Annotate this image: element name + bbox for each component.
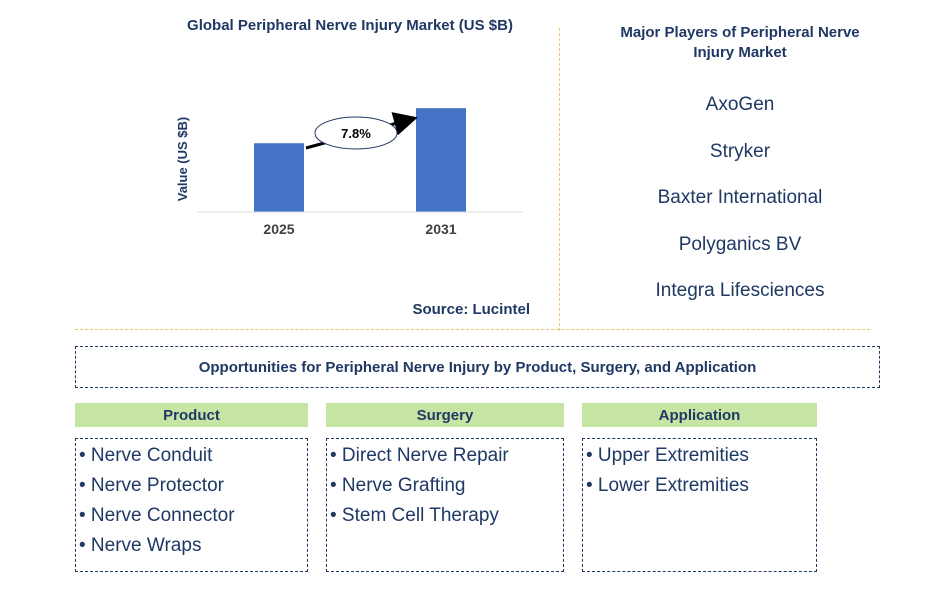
list-item: • Nerve Wraps xyxy=(79,535,202,556)
bar-2031 xyxy=(416,108,466,212)
segment-list-application: • Upper Extremities • Lower Extremities xyxy=(582,438,817,572)
list-item: • Nerve Protector xyxy=(79,475,224,496)
opportunities-title: Opportunities for Peripheral Nerve Injur… xyxy=(75,346,880,388)
segment-list-surgery: • Direct Nerve Repair • Nerve Grafting •… xyxy=(326,438,564,572)
player-polyganics: Polyganics BV xyxy=(678,234,802,255)
player-baxter: Baxter International xyxy=(657,187,823,208)
player-axogen: AxoGen xyxy=(705,94,775,115)
x-tick-label: 2025 xyxy=(263,221,294,237)
horizontal-divider xyxy=(75,329,870,330)
segment-list-product: • Nerve Conduit • Nerve Protector • Nerv… xyxy=(75,438,308,572)
chart-title: Global Peripheral Nerve Injury Market (U… xyxy=(187,17,513,34)
growth-ellipse xyxy=(314,116,398,150)
vertical-divider xyxy=(559,28,560,331)
player-stryker: Stryker xyxy=(709,141,771,162)
y-axis-label: Value (US $B) xyxy=(175,117,190,202)
bar-chart: Value (US $B) 2025 2031 7.8% xyxy=(175,108,523,237)
source-label: Source: Lucintel xyxy=(412,301,530,318)
growth-rate-label: 7.8% xyxy=(341,126,371,141)
bar-2025 xyxy=(254,143,304,212)
segment-header-application: Application xyxy=(582,403,817,427)
list-item: • Direct Nerve Repair xyxy=(330,445,509,466)
list-item: • Nerve Grafting xyxy=(330,475,466,496)
list-item: • Lower Extremities xyxy=(586,475,749,496)
segment-header-product: Product xyxy=(75,403,308,427)
list-item: • Nerve Connector xyxy=(79,505,235,526)
segment-header-surgery: Surgery xyxy=(326,403,564,427)
x-tick-label: 2031 xyxy=(425,221,456,237)
players-title: Major Players of Peripheral Nerve Injury… xyxy=(620,24,860,61)
list-item: • Upper Extremities xyxy=(586,445,749,466)
player-integra: Integra Lifesciences xyxy=(655,280,825,301)
list-item: • Nerve Conduit xyxy=(79,445,213,466)
list-item: • Stem Cell Therapy xyxy=(330,505,499,526)
